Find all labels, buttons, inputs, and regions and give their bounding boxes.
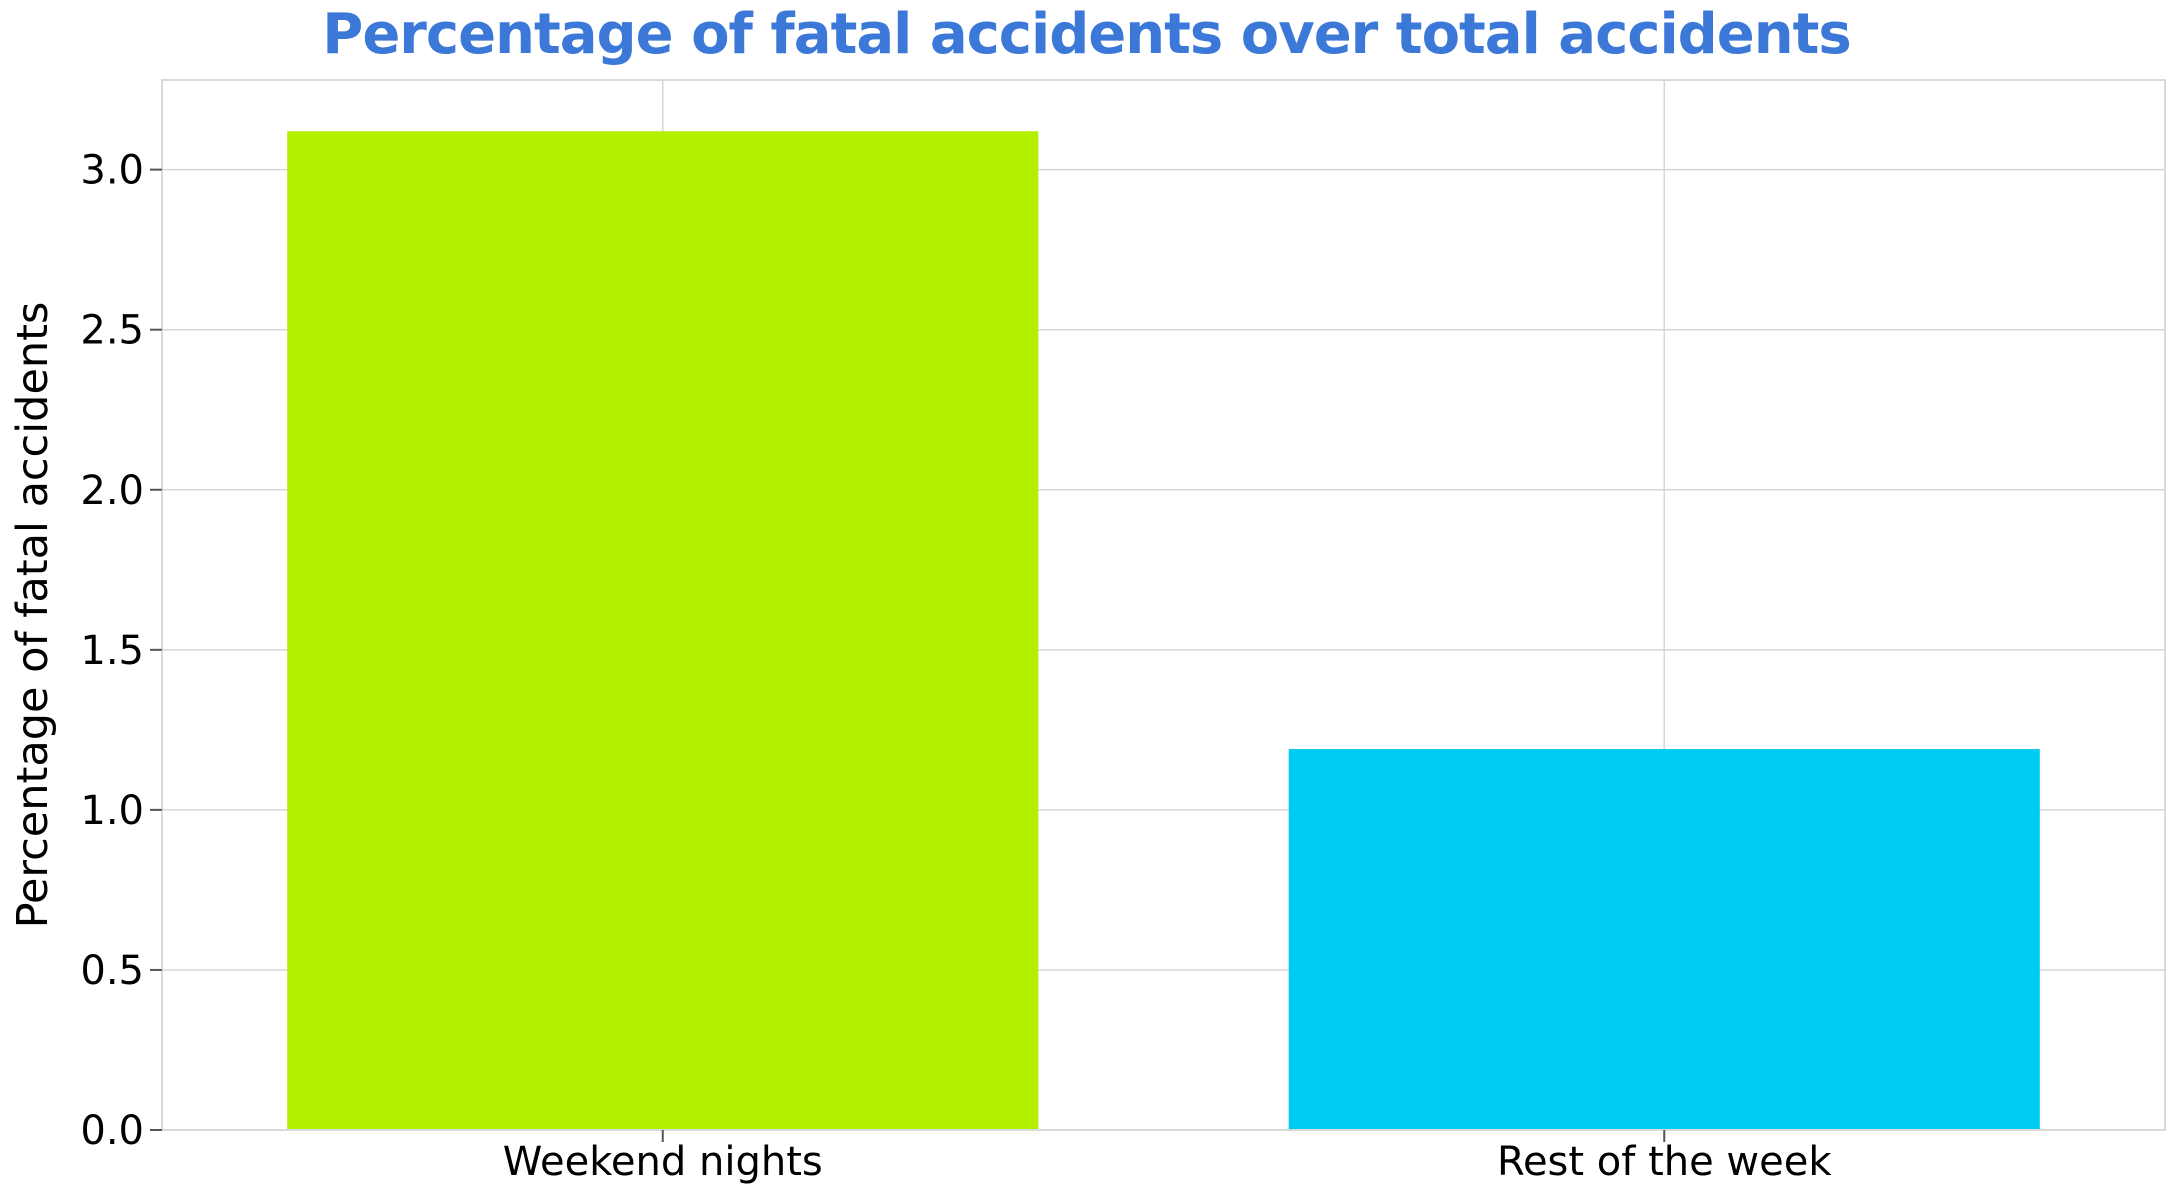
plot-frame [161,79,2166,1131]
chart-title: Percentage of fatal accidents over total… [322,2,1851,67]
axes: 0.0 0.5 1.0 1.5 2.0 2.5 3.0 Weekend nights Rest … [80,79,2166,1185]
y-tick-label: 2.5 [80,308,144,354]
y-tick-label: 3.0 [80,148,144,194]
y-axis-label: Percentage of fatal accidents [8,302,58,929]
bars [287,131,2040,1131]
bar [287,131,1039,1131]
y-tick-label: 0.0 [80,1108,144,1154]
y-tick-label: 1.0 [80,788,144,834]
x-tick-label: Weekend nights [503,1139,823,1185]
bar [1288,749,2040,1130]
x-tick-label: Rest of the week [1497,1139,1832,1185]
y-tick-label: 0.5 [80,948,144,994]
y-tick-label: 1.5 [80,628,144,674]
y-tick-label: 2.0 [80,468,144,514]
